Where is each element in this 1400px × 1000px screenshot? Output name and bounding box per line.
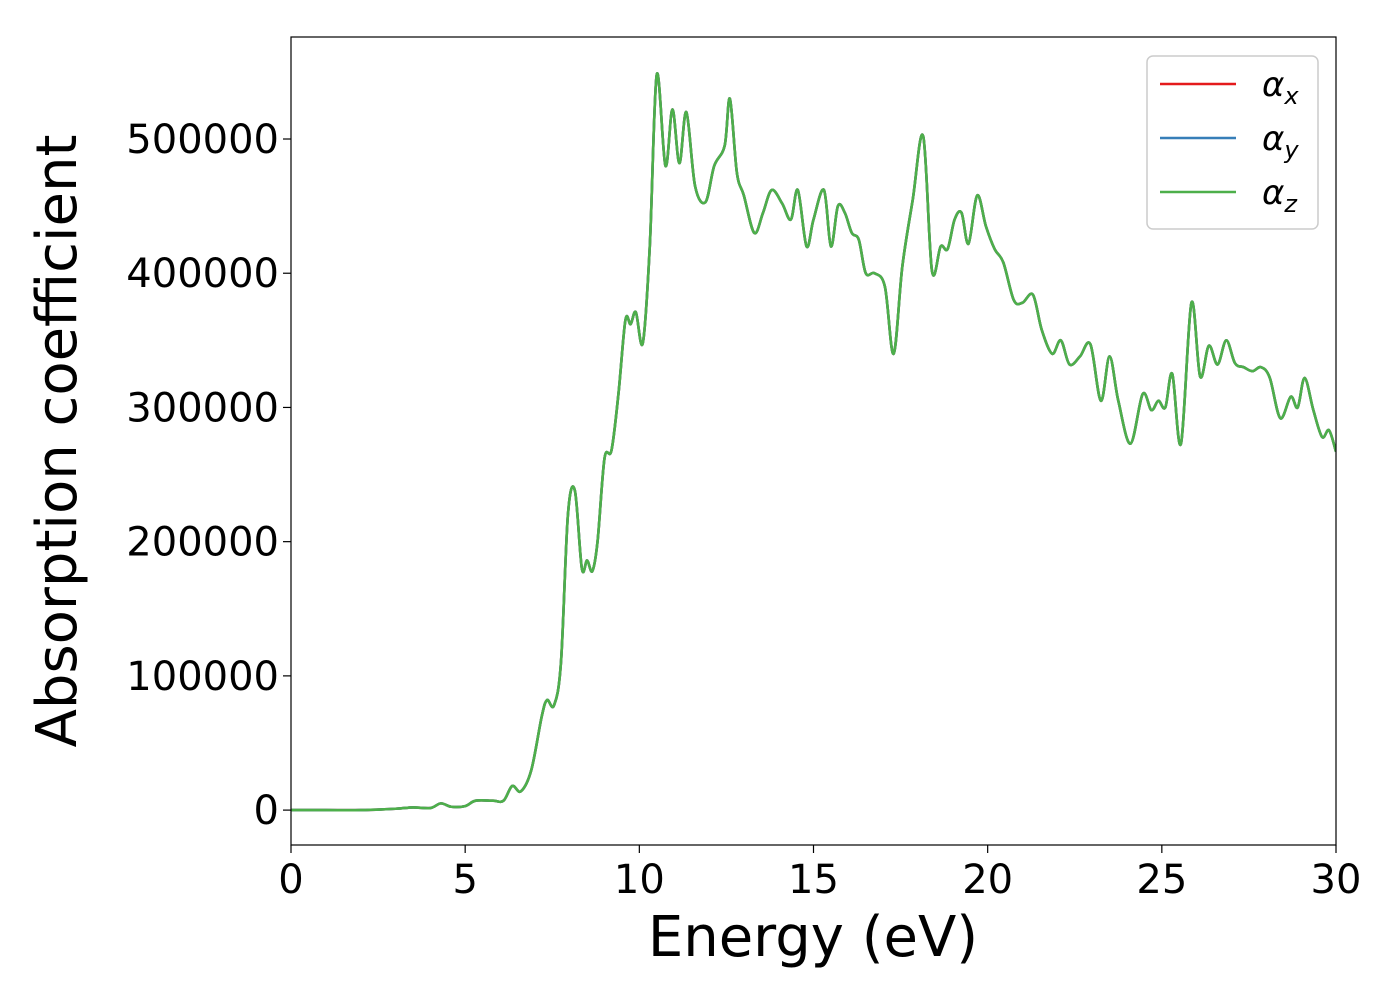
y-tick-label: 100000 [126, 654, 279, 700]
series-line-alpha-z [291, 72, 1336, 812]
legend-label-z: αz [1262, 173, 1298, 218]
x-tick-label: 30 [1311, 857, 1362, 903]
y-tick-label: 500000 [126, 117, 279, 163]
y-tick-label: 200000 [126, 520, 279, 566]
y-tick-label: 0 [254, 788, 279, 834]
y-tick-label: 300000 [126, 385, 279, 431]
legend-symbol: α [1262, 173, 1284, 213]
legend-subscript: x [1283, 82, 1299, 110]
x-tick-label: 10 [614, 857, 665, 903]
series-layer [291, 72, 1336, 812]
legend-frame [1146, 55, 1319, 230]
legend-subscript: y [1283, 136, 1299, 164]
x-tick-label: 20 [962, 857, 1013, 903]
y-axis-title: Absorption coefficient [25, 135, 90, 748]
legend-label-y: αy [1262, 119, 1299, 164]
y-axis-ticks: 0 100000 200000 300000 400000 500000 [126, 117, 291, 834]
legend-subscript: z [1283, 190, 1298, 218]
legend-label-x: αx [1262, 65, 1299, 110]
x-tick-label: 5 [452, 857, 477, 903]
x-tick-label: 15 [788, 857, 839, 903]
x-axis-ticks: 0 5 10 15 20 25 30 [278, 845, 1361, 903]
x-tick-label: 25 [1136, 857, 1187, 903]
legend-symbol: α [1262, 119, 1284, 159]
legend-symbol: α [1262, 65, 1284, 105]
x-tick-label: 0 [278, 857, 303, 903]
y-tick-label: 400000 [126, 251, 279, 297]
x-axis-title: Energy (eV) [648, 905, 978, 970]
